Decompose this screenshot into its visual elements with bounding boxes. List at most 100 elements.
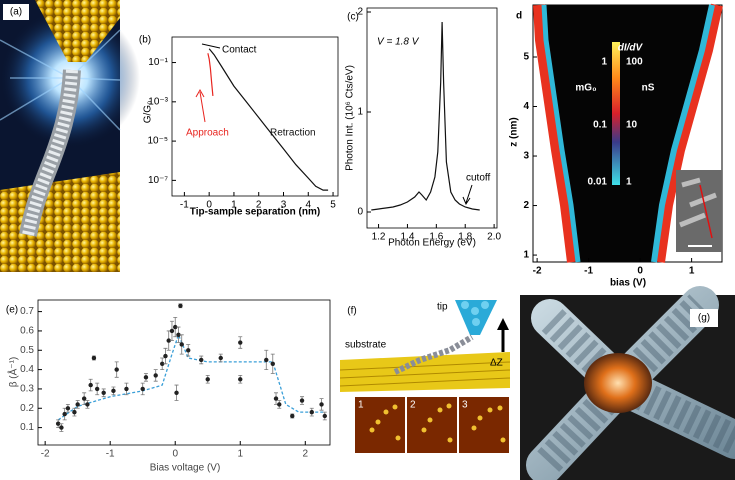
frame-label: 3: [462, 400, 468, 411]
y-tick-label: 4: [523, 101, 529, 112]
data-point: [299, 398, 305, 403]
series-label: Approach: [186, 128, 229, 139]
colorbar-unit: nS: [642, 83, 655, 94]
data-point: [101, 390, 106, 395]
data-point: [143, 375, 149, 380]
data-point: [179, 342, 184, 347]
panel-d-image-part: [541, 4, 581, 263]
panel-f-image-part-part: [375, 419, 381, 425]
y-axis-label: G/G₀: [143, 101, 154, 124]
panel-f-image-part-part: [427, 417, 433, 423]
data-point: [153, 373, 158, 378]
plot-frame: [37, 299, 331, 446]
y-tick-label: 2: [523, 200, 529, 211]
panel-a-image-part: [0, 29, 121, 131]
data-line: [208, 48, 329, 191]
x-tick-label: -2: [533, 266, 542, 277]
panel-f-image-part-part: [500, 437, 506, 443]
colorbar-tick-label: 1: [626, 177, 632, 188]
panel-f-image-part-part: [446, 403, 452, 409]
panel-f-image-part: [497, 318, 509, 330]
panel-f-image-part: [339, 361, 511, 387]
panel-f-image-part-part: [447, 437, 453, 443]
y-tick-label: 10⁻¹: [148, 57, 168, 68]
x-tick-label: 1: [689, 266, 695, 277]
plot-frame: [171, 36, 339, 197]
data-point: [174, 390, 179, 395]
panel-g-image-part: [584, 353, 652, 413]
panel-f-image-part-part: [383, 409, 389, 415]
data-point: [176, 332, 181, 337]
colorbar-tick-label: 0.01: [588, 177, 608, 188]
colorbar-tick-label: 0.1: [593, 120, 607, 131]
panel-f-image-part-part: [497, 405, 503, 411]
annotation-arrow: [195, 88, 206, 123]
data-point: [178, 303, 183, 308]
panel-f-image-part: [369, 403, 506, 443]
colorbar-tick-label: 1: [601, 57, 607, 68]
data-point: [186, 348, 191, 353]
x-axis-label: Bias voltage (V): [150, 463, 221, 474]
panel-f-image-part-part: [421, 427, 427, 433]
x-axis-label: Photon Energy (eV): [388, 238, 476, 249]
x-tick-label: -1: [106, 449, 115, 460]
panel-f-image-part-part: [395, 435, 401, 441]
panel-f-image-part-part: [369, 427, 375, 433]
x-tick-label: -2: [41, 449, 50, 460]
data-point: [75, 402, 80, 407]
x-tick-label: 1.6: [429, 232, 443, 243]
data-point: [277, 402, 282, 407]
panel-d-image-part: [699, 184, 713, 239]
colorbar-unit: mG₀: [575, 83, 596, 94]
data-point: [322, 413, 327, 419]
x-axis-label: bias (V): [610, 278, 646, 289]
panel-f-image-part-part: [437, 407, 443, 413]
colorbar-tick-label: 100: [626, 57, 643, 68]
colorbar-title: dI/dV: [618, 43, 644, 54]
y-tick-label: 1: [357, 107, 363, 118]
panel-g-image: [520, 286, 735, 480]
x-tick-label: 4: [305, 200, 311, 211]
y-tick-label: 0.6: [20, 326, 34, 337]
x-tick-label: 2: [256, 200, 262, 211]
data-point: [173, 324, 178, 330]
data-point: [59, 425, 64, 430]
data-point: [91, 355, 97, 361]
data-point: [238, 377, 243, 382]
data-point: [65, 406, 71, 411]
colorbar-tick-label: 10: [626, 120, 638, 131]
panel-label: (g): [698, 313, 710, 324]
panel-a-image-part: [35, 0, 120, 62]
y-tick-label: 0.5: [20, 345, 34, 356]
y-tick-label: 0.4: [20, 364, 34, 375]
frame-label: 1: [358, 400, 364, 411]
data-point: [88, 382, 93, 388]
panel-label: (c): [347, 12, 359, 23]
x-tick-label: 1.4: [400, 232, 414, 243]
y-tick-label: 3: [523, 151, 529, 162]
y-tick-label: 2: [357, 7, 363, 18]
y-axis-label: β (Å⁻¹): [7, 357, 20, 387]
annotation-arrow: [201, 43, 221, 49]
panel-f-image-part-part: [392, 404, 398, 410]
y-tick-label: 1: [523, 250, 529, 261]
x-tick-label: -1: [180, 200, 189, 211]
panel-label: (a): [10, 7, 22, 18]
panel-a-image-part: [3, 4, 29, 20]
y-tick-label: 0.7: [20, 306, 34, 317]
panel-f-image-part: [461, 301, 469, 309]
x-tick-label: 1.2: [372, 232, 386, 243]
panel-label: d: [516, 11, 522, 22]
data-point: [72, 409, 77, 415]
x-tick-label: 3: [281, 200, 287, 211]
data-point: [309, 409, 314, 415]
y-tick-label: 0.2: [20, 403, 34, 414]
x-tick-label: 0: [206, 200, 212, 211]
panel-d-image-part: [533, 4, 579, 263]
y-tick-label: 0: [357, 207, 363, 218]
panel-f-image-part: [471, 307, 479, 315]
y-axis-label: Photon Int. (10⁶ Cts/eV): [345, 65, 356, 171]
annotation: V = 1.8 V: [377, 37, 420, 48]
